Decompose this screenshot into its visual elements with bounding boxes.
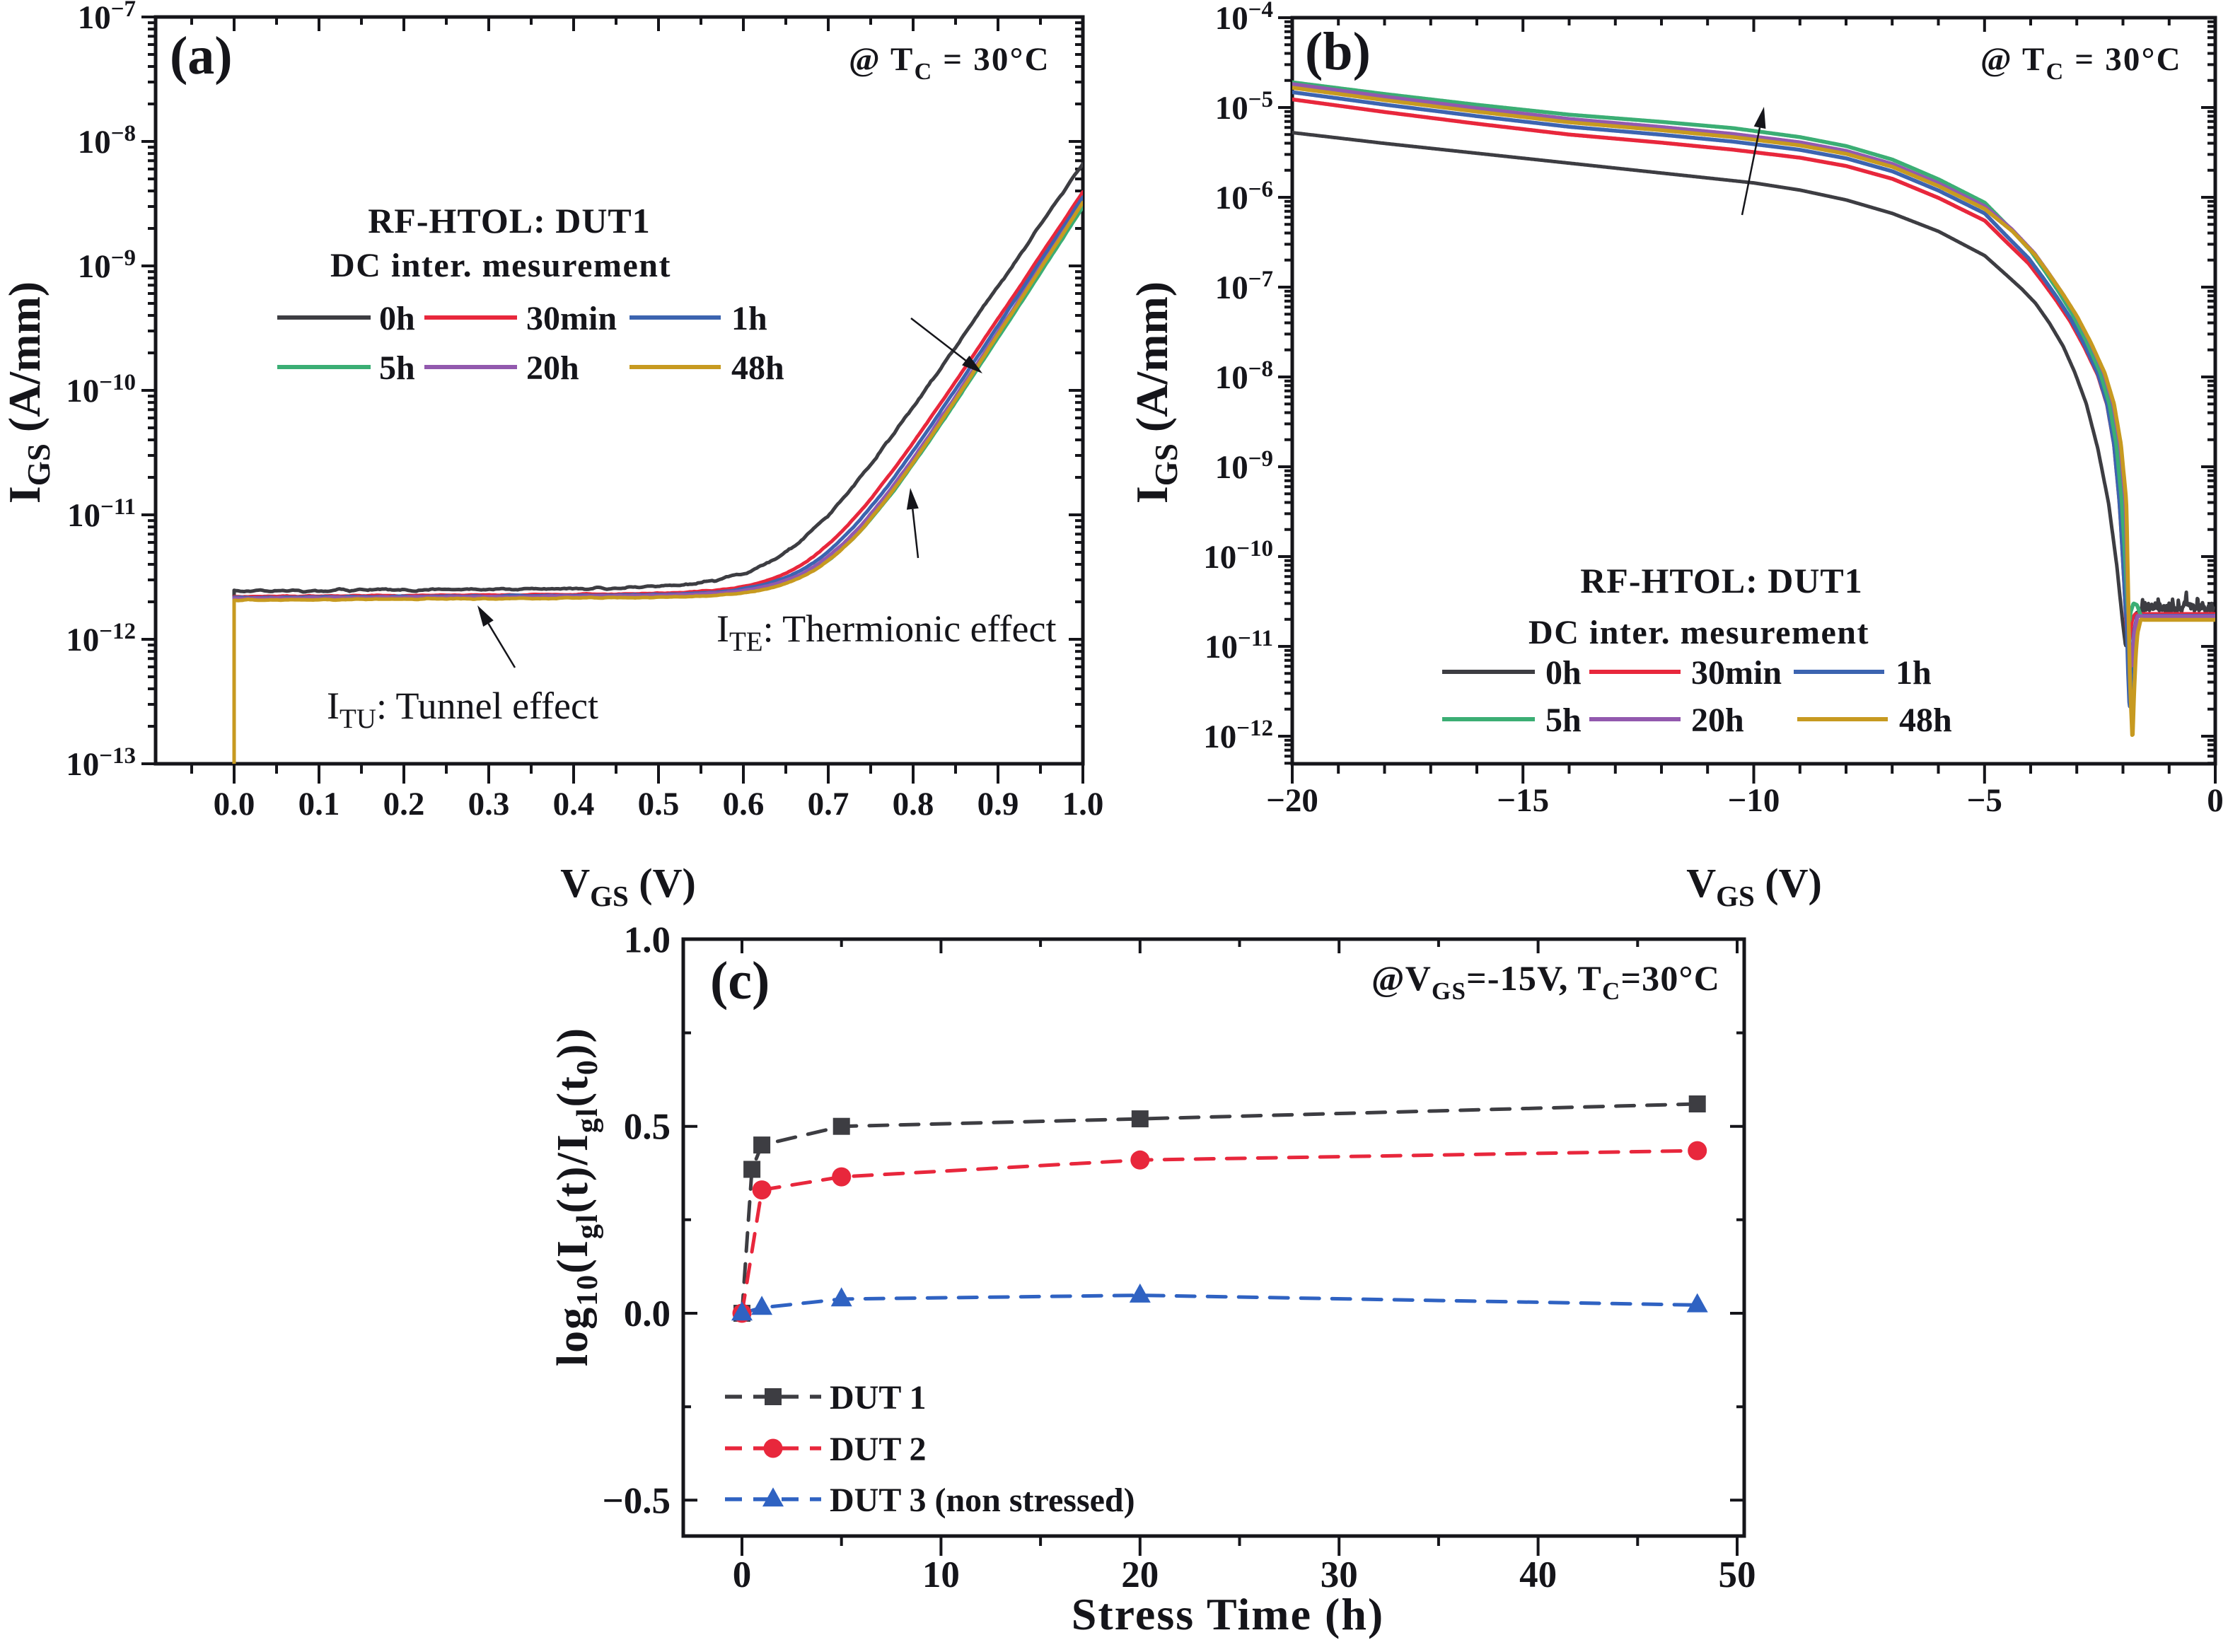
svg-text:0: 0 [2207, 782, 2224, 819]
svg-text:@ TC = 30°C: @ TC = 30°C [1980, 41, 2182, 85]
svg-text:DUT 1: DUT 1 [830, 1379, 926, 1417]
svg-text:DC inter. mesurement: DC inter. mesurement [1528, 614, 1869, 651]
svg-text:0.5: 0.5 [624, 1107, 671, 1148]
svg-text:10−7: 10−7 [78, 0, 136, 36]
svg-text:@ TC = 30°C: @ TC = 30°C [849, 41, 1050, 85]
svg-text:5h: 5h [379, 349, 415, 387]
svg-text:DUT 2: DUT 2 [830, 1431, 926, 1468]
svg-text:5h: 5h [1545, 702, 1582, 739]
svg-text:VGS (V): VGS (V) [1686, 860, 1822, 912]
svg-text:1h: 1h [1896, 654, 1932, 692]
svg-text:ITE: Thermionic effect: ITE: Thermionic effect [716, 607, 1056, 657]
svg-text:10−7: 10−7 [1215, 267, 1273, 306]
svg-text:30min: 30min [526, 300, 617, 337]
svg-text:(a): (a) [170, 26, 233, 86]
svg-text:10−6: 10−6 [1215, 177, 1273, 216]
svg-text:−20: −20 [1266, 782, 1318, 819]
svg-text:0.8: 0.8 [893, 786, 934, 822]
svg-text:0.2: 0.2 [383, 786, 425, 822]
svg-text:0.3: 0.3 [468, 786, 510, 822]
svg-text:ITU: Tunnel effect: ITU: Tunnel effect [327, 685, 598, 734]
svg-text:0.4: 0.4 [553, 786, 595, 822]
svg-text:−10: −10 [1728, 782, 1780, 819]
svg-text:VGS (V): VGS (V) [560, 860, 696, 912]
svg-text:1.0: 1.0 [624, 919, 671, 960]
svg-text:40: 40 [1519, 1554, 1557, 1595]
svg-text:−15: −15 [1497, 782, 1549, 819]
svg-text:48h: 48h [1899, 702, 1952, 739]
svg-text:−0.5: −0.5 [603, 1480, 671, 1521]
svg-text:20h: 20h [526, 349, 579, 387]
svg-text:DUT 3 (non stressed): DUT 3 (non stressed) [830, 1482, 1135, 1519]
svg-text:0.5: 0.5 [638, 786, 680, 822]
svg-text:IGS (A/mm): IGS (A/mm) [0, 281, 57, 504]
svg-text:10−9: 10−9 [78, 245, 136, 285]
svg-text:0.1: 0.1 [298, 786, 340, 822]
svg-text:48h: 48h [731, 349, 784, 387]
svg-text:(b): (b) [1305, 22, 1371, 81]
svg-text:(c): (c) [710, 951, 770, 1011]
svg-text:0.0: 0.0 [214, 786, 255, 822]
svg-text:log10(Igl(t)/Igl(t0)): log10(Igl(t)/Igl(t0)) [549, 1027, 604, 1366]
svg-text:30min: 30min [1691, 654, 1782, 692]
svg-text:0h: 0h [1545, 654, 1582, 692]
svg-text:RF-HTOL: DUT1: RF-HTOL: DUT1 [368, 201, 651, 240]
svg-text:10: 10 [922, 1554, 960, 1595]
svg-text:Stress Time (h): Stress Time (h) [1072, 1589, 1384, 1639]
svg-text:0.0: 0.0 [624, 1293, 671, 1334]
svg-text:1h: 1h [731, 300, 767, 337]
svg-text:20h: 20h [1691, 702, 1744, 739]
svg-text:30: 30 [1321, 1554, 1358, 1595]
svg-text:0h: 0h [379, 300, 415, 337]
svg-text:DC inter. mesurement: DC inter. mesurement [330, 247, 671, 284]
svg-text:1.0: 1.0 [1062, 786, 1104, 822]
svg-text:−5: −5 [1967, 782, 2002, 819]
svg-text:RF-HTOL: DUT1: RF-HTOL: DUT1 [1580, 561, 1863, 600]
svg-text:50: 50 [1719, 1554, 1756, 1595]
svg-text:0.7: 0.7 [808, 786, 849, 822]
svg-text:0.6: 0.6 [723, 786, 765, 822]
svg-text:0: 0 [733, 1554, 752, 1595]
svg-text:@VGS=-15V, TC=30°C: @VGS=-15V, TC=30°C [1371, 958, 1720, 1005]
svg-text:20: 20 [1121, 1554, 1159, 1595]
svg-text:0.9: 0.9 [977, 786, 1019, 822]
